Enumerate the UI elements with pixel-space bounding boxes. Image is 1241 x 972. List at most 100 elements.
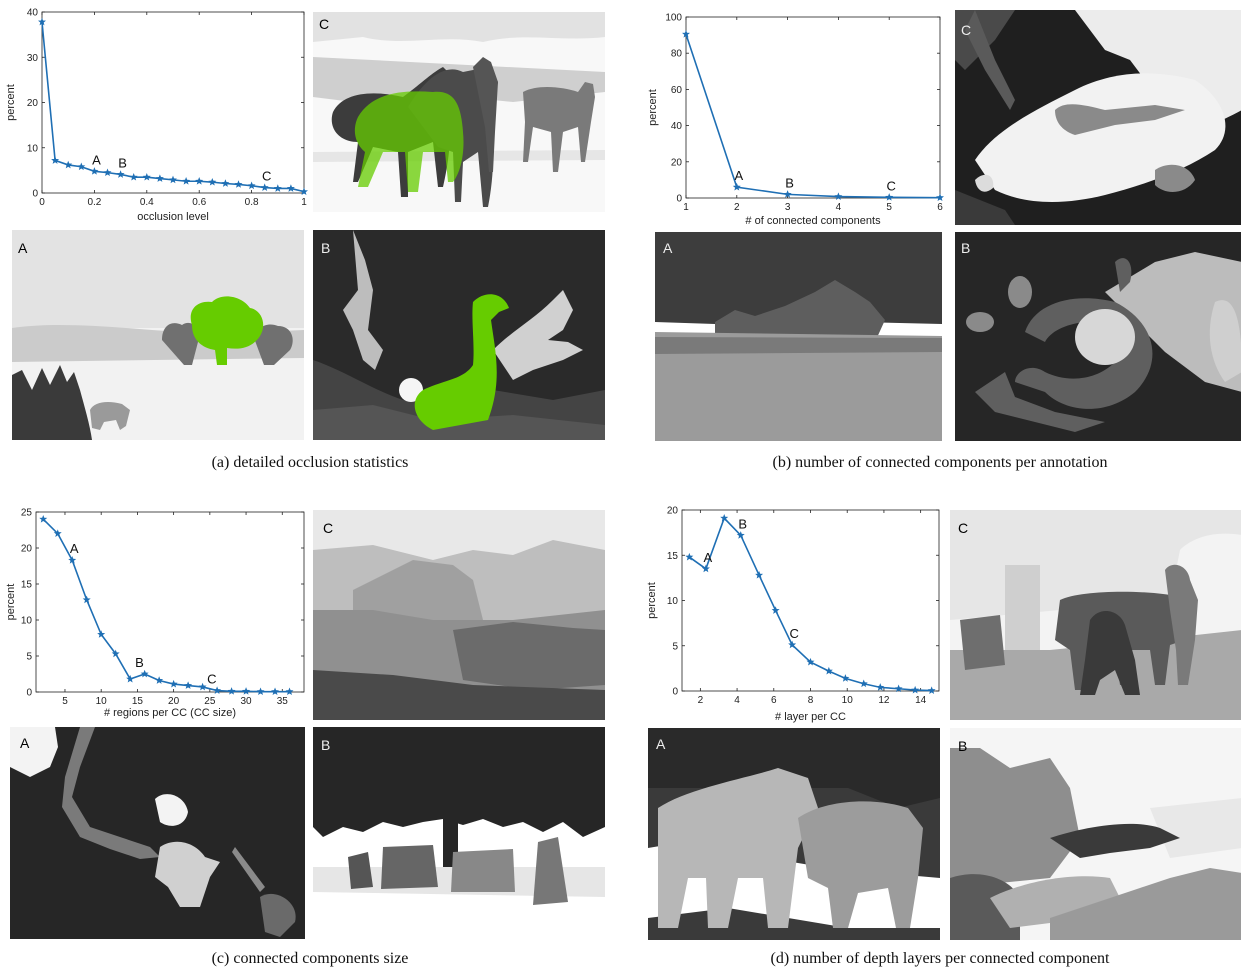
x-tick-label: 4 bbox=[836, 202, 842, 213]
data-point bbox=[169, 679, 178, 688]
data-point bbox=[51, 156, 60, 164]
data-point bbox=[184, 681, 193, 689]
data-point bbox=[142, 172, 151, 181]
x-tick-label: 2 bbox=[734, 202, 740, 213]
y-tick-label: 60 bbox=[671, 85, 683, 96]
segmentation-image-a-c: C bbox=[313, 12, 605, 212]
panel-letter-b: B bbox=[321, 240, 331, 256]
data-point bbox=[788, 640, 797, 649]
segmentation-image-b-c: C bbox=[955, 10, 1241, 225]
series-line bbox=[42, 518, 290, 693]
data-point bbox=[755, 570, 764, 579]
data-point bbox=[213, 686, 222, 694]
y-axis-label: percent bbox=[5, 584, 17, 621]
data-point bbox=[68, 556, 77, 564]
data-point bbox=[97, 630, 106, 638]
series-line bbox=[688, 516, 932, 692]
data-point bbox=[771, 606, 780, 614]
y-axis-label: percent bbox=[5, 84, 17, 121]
data-point bbox=[155, 174, 164, 182]
panel-letter-a: A bbox=[656, 736, 666, 752]
data-point bbox=[256, 687, 265, 696]
data-point bbox=[169, 175, 177, 184]
data-point bbox=[936, 193, 944, 202]
data-point bbox=[300, 187, 308, 196]
data-point bbox=[90, 167, 99, 175]
y-tick-label: 0 bbox=[26, 688, 32, 699]
point-annotation: B bbox=[785, 175, 794, 190]
data-point bbox=[685, 552, 694, 561]
data-point bbox=[885, 193, 894, 201]
data-point bbox=[208, 177, 217, 186]
data-point bbox=[720, 513, 729, 522]
segmentation-image-c-b: B bbox=[313, 727, 605, 939]
data-point bbox=[271, 687, 280, 696]
x-tick-label: 15 bbox=[132, 696, 144, 707]
segmentation-image-d-c: C bbox=[950, 510, 1241, 720]
segmentation-image-d-b: B bbox=[950, 728, 1241, 940]
data-point bbox=[894, 684, 903, 693]
panel-letter-b: B bbox=[321, 737, 331, 753]
x-axis-label: # of connected components bbox=[745, 215, 881, 227]
x-tick-label: 14 bbox=[915, 695, 927, 706]
y-tick-label: 10 bbox=[667, 596, 679, 607]
y-tick-label: 100 bbox=[665, 13, 682, 24]
data-point bbox=[783, 190, 792, 198]
y-tick-label: 10 bbox=[21, 616, 33, 627]
point-annotation: A bbox=[92, 152, 101, 167]
y-tick-label: 5 bbox=[26, 652, 32, 663]
x-tick-label: 0.6 bbox=[192, 197, 206, 208]
x-tick-label: 0.2 bbox=[87, 197, 101, 208]
y-tick-label: 20 bbox=[671, 157, 683, 168]
data-point bbox=[876, 683, 885, 691]
x-tick-label: 8 bbox=[808, 695, 814, 706]
data-point bbox=[227, 687, 236, 695]
data-point bbox=[732, 182, 741, 191]
y-tick-label: 80 bbox=[671, 49, 683, 60]
x-tick-label: 10 bbox=[96, 696, 108, 707]
y-tick-label: 0 bbox=[676, 194, 682, 205]
data-point bbox=[247, 181, 256, 190]
caption-b: (b) number of connected components per a… bbox=[772, 454, 1108, 471]
x-tick-label: 25 bbox=[204, 696, 216, 707]
x-tick-label: 1 bbox=[683, 202, 689, 213]
data-point bbox=[182, 177, 191, 185]
segmentation-image-c-a: A bbox=[10, 727, 305, 939]
data-point bbox=[82, 595, 91, 604]
data-point bbox=[140, 669, 149, 678]
data-point bbox=[927, 686, 936, 694]
x-axis-label: # layer per CC bbox=[775, 711, 846, 723]
x-tick-label: 10 bbox=[842, 695, 854, 706]
segmentation-image-c-c: C bbox=[313, 510, 605, 720]
x-tick-label: 0.4 bbox=[140, 197, 154, 208]
plot-frame bbox=[35, 511, 305, 693]
data-point bbox=[736, 531, 745, 539]
x-tick-label: 5 bbox=[62, 696, 68, 707]
data-point bbox=[285, 687, 294, 696]
y-tick-label: 0 bbox=[672, 687, 678, 698]
data-point bbox=[806, 657, 815, 666]
data-point bbox=[221, 179, 230, 187]
data-point bbox=[103, 168, 112, 177]
x-tick-label: 6 bbox=[937, 202, 943, 213]
data-point bbox=[53, 529, 62, 537]
x-axis-label: # regions per CC (CC size) bbox=[104, 707, 236, 719]
data-point bbox=[64, 160, 73, 169]
caption-c: (c) connected components size bbox=[211, 950, 409, 967]
data-point bbox=[234, 180, 243, 188]
data-point bbox=[841, 674, 850, 682]
x-tick-label: 0 bbox=[39, 197, 45, 208]
point-annotation: A bbox=[704, 550, 713, 565]
y-tick-label: 20 bbox=[667, 506, 679, 517]
panel-letter-c: C bbox=[961, 22, 972, 38]
data-point bbox=[273, 184, 282, 192]
panel-letter-c: C bbox=[958, 520, 969, 536]
y-tick-label: 10 bbox=[27, 143, 39, 154]
panel-letter-c: C bbox=[323, 520, 334, 536]
point-annotation: B bbox=[738, 516, 747, 531]
x-axis-label: occlusion level bbox=[137, 211, 209, 223]
y-tick-label: 20 bbox=[21, 544, 33, 555]
x-tick-label: 1 bbox=[301, 197, 307, 208]
x-tick-label: 0.8 bbox=[245, 197, 259, 208]
y-tick-label: 40 bbox=[671, 121, 683, 132]
